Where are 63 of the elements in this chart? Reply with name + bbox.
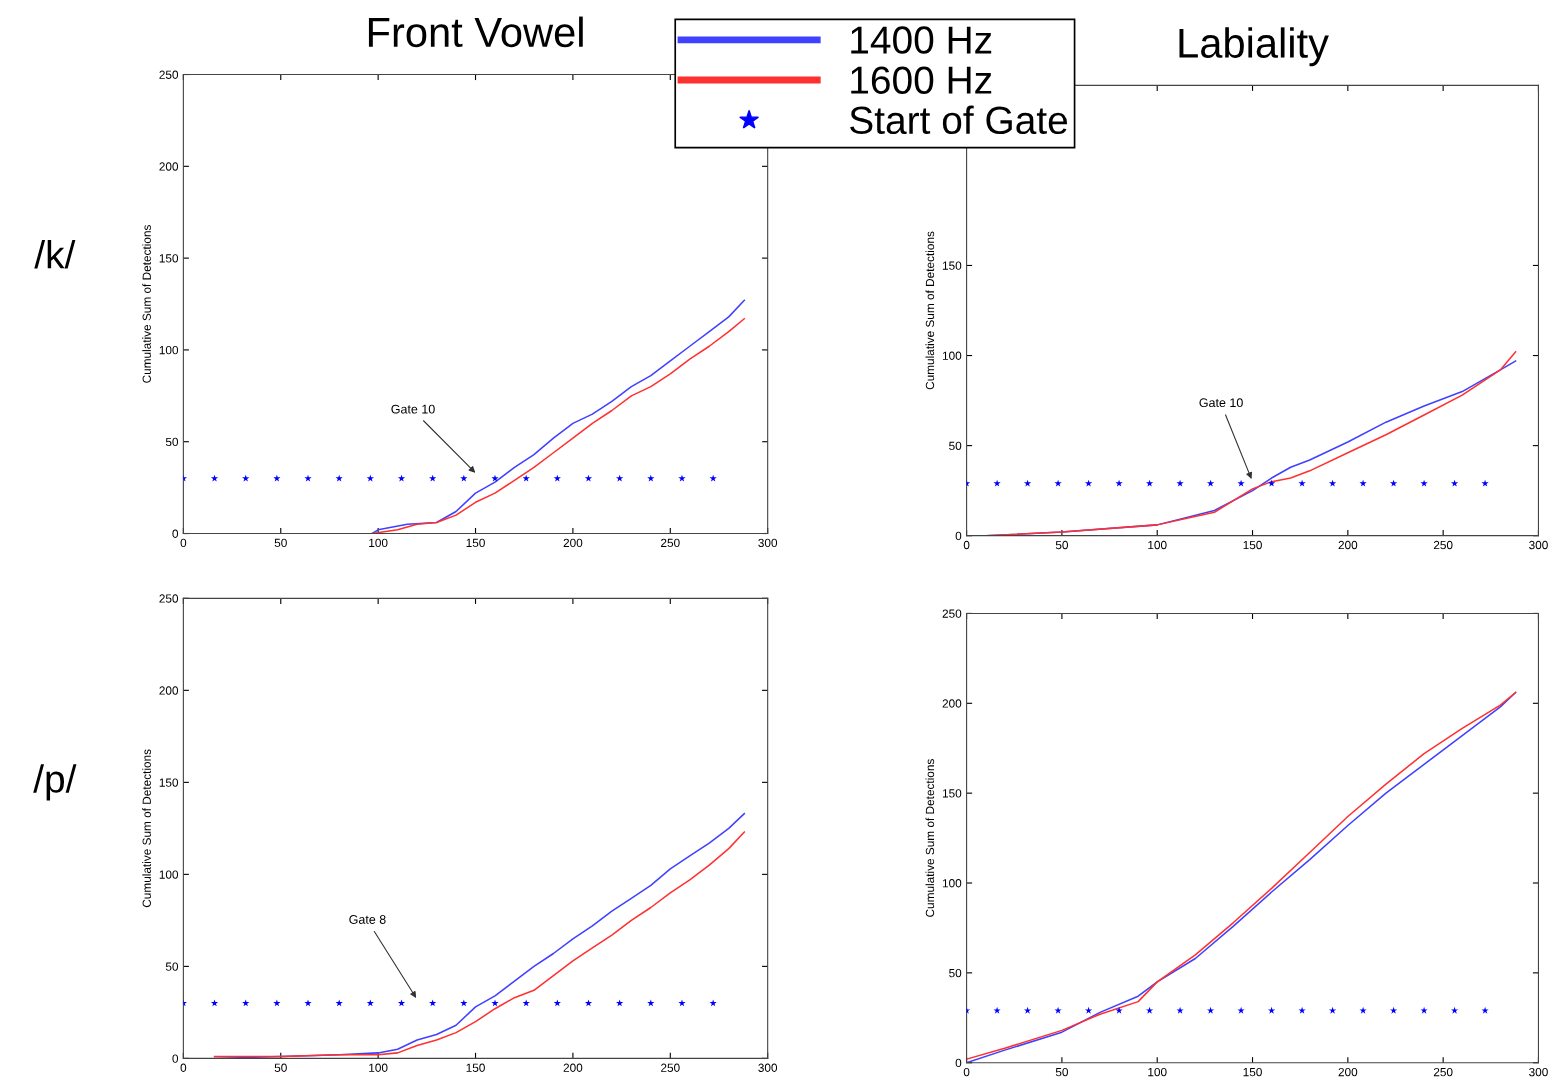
y-tick-label: 250 [942, 609, 962, 618]
x-tick-label: 200 [1338, 1067, 1358, 1077]
x-tick-label: 200 [563, 538, 583, 548]
x-tick-label: 250 [661, 538, 680, 548]
x-tick-label: 50 [274, 1063, 287, 1072]
annotation: Gate 10 [391, 404, 435, 414]
y-tick-label: 250 [159, 70, 179, 79]
x-tick-label: 100 [369, 1063, 388, 1072]
x-tick-label: 200 [1338, 540, 1358, 550]
text: /k/ [34, 239, 76, 269]
x-tick-label: 150 [466, 538, 485, 548]
x-tick-label: 300 [758, 538, 778, 548]
legend-label: 1600 Hz [851, 66, 992, 94]
y-tick-label: 50 [949, 441, 962, 450]
y-tick-label: 100 [159, 345, 179, 355]
y-axis-title: Cumulative Sum of Detections [925, 231, 935, 390]
x-tick-label: 0 [180, 538, 187, 548]
x-tick-label: 50 [1055, 1067, 1068, 1077]
x-tick-label: 200 [563, 1063, 583, 1072]
x-tick-label: 150 [466, 1063, 485, 1072]
x-tick-label: 250 [1433, 540, 1453, 550]
y-tick-label: 150 [942, 789, 962, 798]
y-tick-label: 0 [955, 531, 962, 541]
x-tick-label: 300 [758, 1063, 778, 1072]
legend-label: 1400 Hz [851, 26, 992, 54]
y-tick-label: 250 [159, 594, 179, 603]
x-tick-label: 50 [274, 538, 287, 548]
x-tick-label: 100 [1148, 540, 1167, 550]
x-tick-label: 0 [963, 1067, 970, 1077]
y-tick-label: 200 [159, 162, 179, 171]
y-tick-label: 50 [949, 968, 962, 978]
y-axis-title: Cumulative Sum of Detections [142, 749, 151, 908]
text: /p/ [33, 764, 77, 801]
x-tick-label: 50 [1055, 540, 1068, 550]
x-tick-label: 300 [1529, 540, 1548, 550]
y-tick-label: 0 [172, 1054, 179, 1063]
x-tick-label: 250 [1433, 1067, 1453, 1077]
y-tick-label: 100 [942, 351, 962, 360]
y-tick-label: 100 [942, 879, 962, 888]
annotation: Gate 8 [349, 915, 386, 924]
y-tick-label: 0 [172, 529, 179, 538]
x-tick-label: 100 [1148, 1067, 1167, 1077]
annotation: Gate 10 [1199, 398, 1243, 408]
y-axis-title: Cumulative Sum of Detections [142, 225, 151, 383]
x-tick-label: 150 [1243, 1067, 1262, 1077]
chart-title: Front Vowel [368, 16, 583, 48]
y-tick-label: 150 [159, 778, 179, 787]
y-tick-label: 200 [159, 686, 179, 695]
x-tick-label: 300 [1529, 1067, 1548, 1077]
x-tick-label: 250 [661, 1063, 680, 1072]
y-axis-title: Cumulative Sum of Detections [925, 759, 935, 917]
legend-label: Start of Gate [850, 105, 1068, 135]
x-tick-label: 150 [1243, 540, 1262, 550]
x-tick-label: 0 [180, 1063, 187, 1072]
y-tick-label: 150 [942, 261, 962, 270]
x-tick-label: 100 [369, 538, 388, 548]
y-tick-label: 100 [159, 870, 179, 879]
y-tick-label: 50 [165, 962, 179, 971]
y-tick-label: 50 [165, 437, 179, 447]
x-tick-label: 0 [963, 540, 970, 550]
y-tick-label: 200 [942, 699, 962, 708]
chart-title: Labiality [1179, 27, 1329, 67]
y-tick-label: 150 [159, 254, 179, 263]
